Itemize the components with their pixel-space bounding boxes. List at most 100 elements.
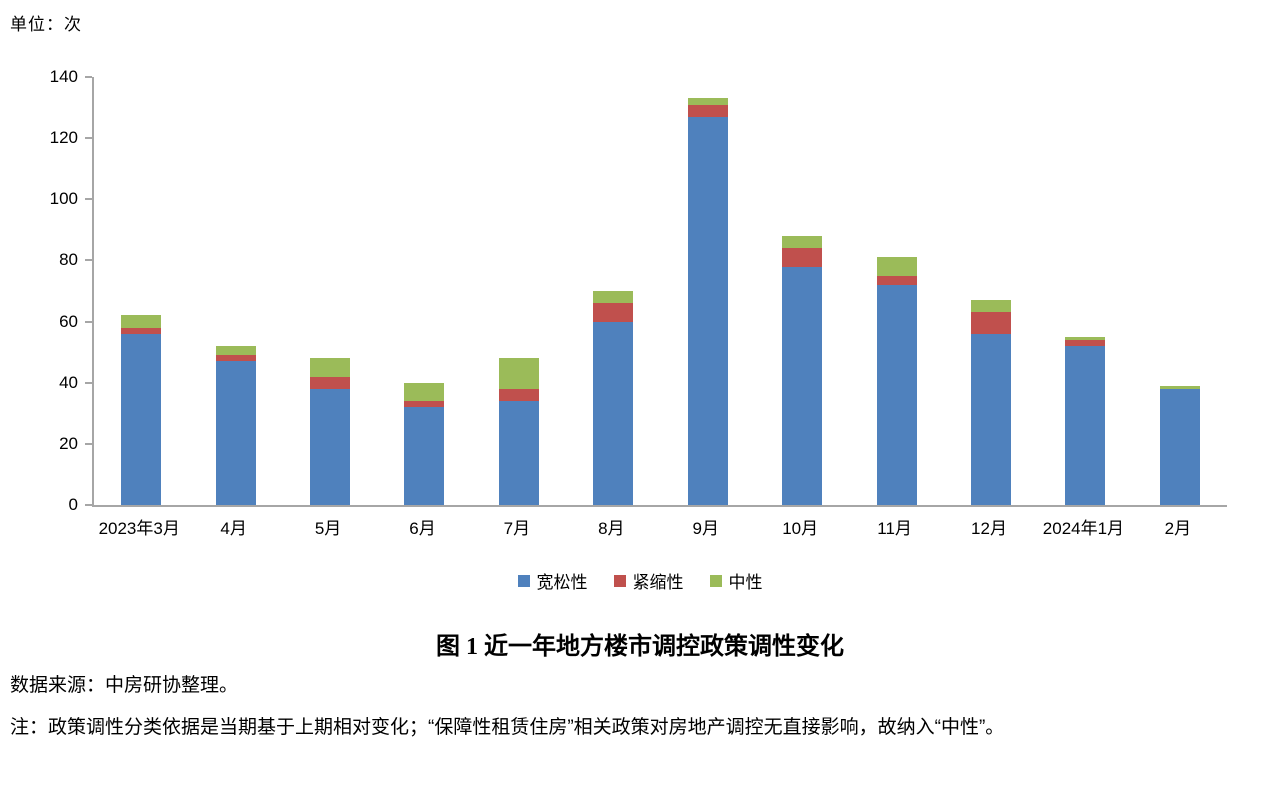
y-axis-tick-label: 0 — [68, 495, 78, 514]
y-axis-tick-mark — [85, 259, 92, 262]
y-axis-labels: 0 20 40 60 80 100 120 140 — [0, 68, 78, 514]
legend: 宽松性 紧缩性 中性 — [0, 568, 1280, 593]
bar-segment-紧缩性 — [1065, 339, 1106, 347]
x-axis-tick-label: 12月 — [971, 519, 1007, 538]
legend-marker-紧缩性 — [613, 574, 626, 587]
y-axis-tick-mark — [85, 198, 92, 201]
bar-segment-中性 — [121, 315, 162, 328]
bar-segment-宽松性 — [687, 116, 728, 505]
bar-segment-宽松性 — [593, 321, 634, 505]
bar-segment-宽松性 — [215, 361, 256, 505]
x-axis-tick-label: 5月 — [314, 519, 342, 538]
bar-stack — [876, 77, 917, 505]
bar-column — [661, 77, 755, 505]
x-axis-tick-label: 8月 — [598, 519, 625, 538]
x-axis-tick-label: 9月 — [692, 519, 719, 538]
y-axis-tick-label: 20 — [59, 433, 78, 453]
bar-segment-宽松性 — [498, 401, 539, 505]
bar-column — [1038, 77, 1132, 505]
bar-column — [566, 77, 660, 505]
x-axis-labels: 2023年3月 4月 5月 6月 7月 8月 9月 10月 11月 12月 2024年1月 2月 — [92, 514, 1225, 539]
bar-column — [755, 77, 849, 505]
y-axis-tick-mark — [85, 137, 92, 140]
bar-segment-中性 — [687, 98, 728, 105]
legend-marker-宽松性 — [517, 574, 530, 587]
bar-segment-宽松性 — [310, 388, 351, 505]
bar-stack — [121, 77, 162, 505]
bar-segment-中性 — [1159, 385, 1200, 389]
data-source: 数据来源：中房研协整理。 — [10, 675, 239, 696]
bar-stack — [593, 77, 634, 505]
y-axis-tick-mark — [85, 381, 92, 384]
bar-column — [944, 77, 1038, 505]
x-axis-tick-label: 7月 — [503, 519, 531, 538]
bar-segment-中性 — [215, 346, 256, 356]
plot-area — [92, 77, 1227, 507]
x-axis-tick-label: 11月 — [877, 519, 912, 538]
x-axis-tick-label: 4月 — [220, 519, 247, 538]
bar-stack — [971, 77, 1011, 505]
bar-segment-宽松性 — [971, 333, 1011, 505]
bar-segment-紧缩性 — [782, 248, 823, 267]
x-axis-tick-label: 2024年1月 — [1042, 519, 1125, 538]
x-axis-tick-label: 2023年3月 — [98, 519, 180, 538]
footnote: 注：政策调性分类依据是当期基于上期相对变化；“保障性租赁住房”相关政策对房地产调… — [10, 717, 1005, 738]
legend-label: 宽松性 — [536, 573, 588, 592]
x-axis-tick-label: 6月 — [409, 519, 436, 538]
legend-label: 紧缩性 — [632, 573, 684, 592]
bar-segment-中性 — [498, 358, 539, 389]
legend-item: 中性 — [709, 568, 763, 593]
bar-segment-中性 — [310, 358, 351, 377]
legend-label: 中性 — [728, 573, 763, 592]
bar-segment-紧缩性 — [687, 104, 728, 117]
legend-marker-中性 — [709, 574, 722, 587]
bar-segment-中性 — [1065, 336, 1106, 340]
bar-segment-紧缩性 — [498, 388, 539, 402]
bar-segment-宽松性 — [782, 266, 823, 505]
bar-segment-宽松性 — [1065, 346, 1106, 505]
y-axis-tick-label: 60 — [59, 311, 78, 331]
figure-title: 图 1 近一年地方楼市调控政策调性变化 — [436, 634, 844, 660]
bar-column — [1133, 77, 1227, 505]
bar-segment-紧缩性 — [593, 303, 634, 322]
y-axis-tick-mark — [85, 320, 92, 323]
bar-segment-中性 — [593, 291, 634, 304]
bar-segment-紧缩性 — [215, 355, 256, 362]
bar-segment-宽松性 — [121, 333, 162, 505]
y-axis-tick-label: 120 — [49, 128, 78, 148]
bar-segment-宽松性 — [404, 407, 445, 505]
bar-segment-宽松性 — [876, 284, 917, 505]
y-axis-tick-mark — [85, 504, 92, 506]
bar-segment-紧缩性 — [404, 401, 445, 408]
bar-segment-中性 — [971, 300, 1011, 313]
y-axis-tick-label: 40 — [59, 372, 78, 392]
x-axis-tick-label: 2月 — [1164, 519, 1192, 538]
bar-segment-中性 — [404, 382, 445, 402]
bar-stack — [687, 77, 728, 505]
y-axis-tick-label: 140 — [49, 67, 78, 86]
y-axis-tick-label: 100 — [49, 189, 78, 209]
y-axis-tick-mark — [85, 76, 92, 78]
bar-column — [849, 77, 943, 505]
bar-segment-紧缩性 — [310, 376, 351, 389]
bar-stack — [404, 77, 445, 505]
y-axis-tick-mark — [85, 442, 92, 445]
bar-stack — [1065, 77, 1106, 505]
bar-segment-中性 — [782, 236, 823, 249]
bar-stack — [310, 77, 351, 505]
legend-item: 紧缩性 — [613, 568, 684, 593]
bar-column — [283, 77, 377, 505]
bar-segment-紧缩性 — [876, 275, 917, 285]
bar-column — [188, 77, 282, 505]
legend-item: 宽松性 — [517, 568, 588, 593]
bar-stack — [215, 77, 256, 505]
y-axis-tick-label: 80 — [59, 250, 78, 270]
bar-segment-中性 — [876, 257, 917, 276]
bar-column — [472, 77, 566, 505]
bar-stack — [782, 77, 823, 505]
bar-segment-紧缩性 — [121, 327, 162, 334]
unit-label: 单位：次 — [10, 15, 82, 34]
bar-segment-紧缩性 — [971, 312, 1011, 334]
bar-column — [94, 77, 188, 505]
